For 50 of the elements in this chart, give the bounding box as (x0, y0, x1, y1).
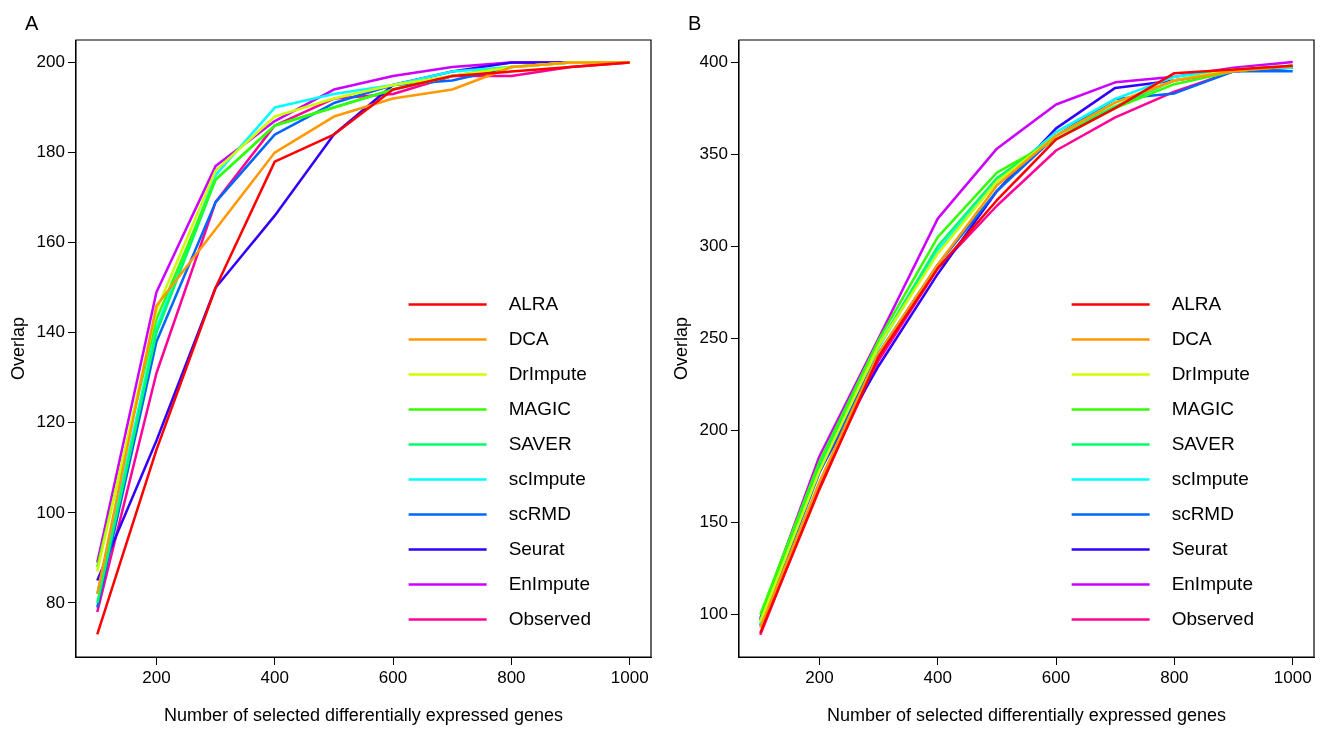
legend-label: scRMD (508, 502, 571, 524)
y-tick-label: 400 (699, 51, 728, 71)
x-tick-label: 400 (260, 667, 289, 687)
x-tick-label: 200 (142, 667, 171, 687)
x-tick-label: 1000 (610, 667, 649, 687)
legend-label: SAVER (1171, 432, 1235, 454)
legend-label: MAGIC (508, 397, 571, 419)
legend-label: SAVER (508, 432, 572, 454)
chart-title: B (688, 11, 702, 34)
x-tick-label: 1000 (1273, 667, 1312, 687)
legend-label: EnImpute (1171, 572, 1253, 594)
legend-label: ALRA (508, 292, 559, 314)
x-tick-label: 800 (1160, 667, 1189, 687)
y-tick-label: 120 (36, 412, 65, 432)
legend-label: DrImpute (1171, 362, 1250, 384)
y-tick-label: 180 (36, 142, 65, 162)
x-axis-title: Number of selected differentially expressed genes (164, 705, 563, 726)
legend-label: scImpute (1171, 467, 1249, 489)
legend-label: DCA (508, 327, 550, 349)
legend-label: Observed (508, 607, 591, 629)
y-tick-label: 140 (36, 322, 65, 342)
x-tick-label: 600 (378, 667, 408, 687)
x-axis-title: Number of selected differentially expressed genes (827, 705, 1226, 726)
legend-label: scImpute (508, 467, 586, 489)
legend-label: MAGIC (1171, 397, 1234, 419)
chart-title: A (25, 11, 39, 34)
y-tick-label: 250 (699, 328, 728, 348)
y-tick-label: 200 (699, 420, 728, 440)
y-tick-label: 100 (699, 604, 728, 624)
legend-label: DrImpute (508, 362, 587, 384)
x-tick-label: 800 (497, 667, 526, 687)
legend-label: DCA (1171, 327, 1213, 349)
y-tick-label: 300 (699, 235, 728, 255)
legend-label: EnImpute (508, 572, 590, 594)
legend-label: Observed (1171, 607, 1254, 629)
y-tick-label: 200 (36, 52, 65, 72)
legend-label: scRMD (1171, 502, 1234, 524)
y-axis-title: Overlap (670, 316, 691, 381)
legend-label: ALRA (1171, 292, 1222, 314)
legend-label: Seurat (1171, 537, 1229, 559)
y-axis-title: Overlap (7, 316, 28, 381)
legend-label: Seurat (508, 537, 566, 559)
x-tick-label: 200 (805, 667, 834, 687)
x-tick-label: 600 (1041, 667, 1071, 687)
y-tick-label: 80 (46, 592, 65, 612)
x-tick-label: 400 (923, 667, 952, 687)
y-tick-label: 100 (36, 502, 65, 522)
y-tick-label: 160 (36, 232, 65, 252)
y-tick-label: 150 (699, 512, 728, 532)
y-tick-label: 350 (699, 143, 728, 163)
